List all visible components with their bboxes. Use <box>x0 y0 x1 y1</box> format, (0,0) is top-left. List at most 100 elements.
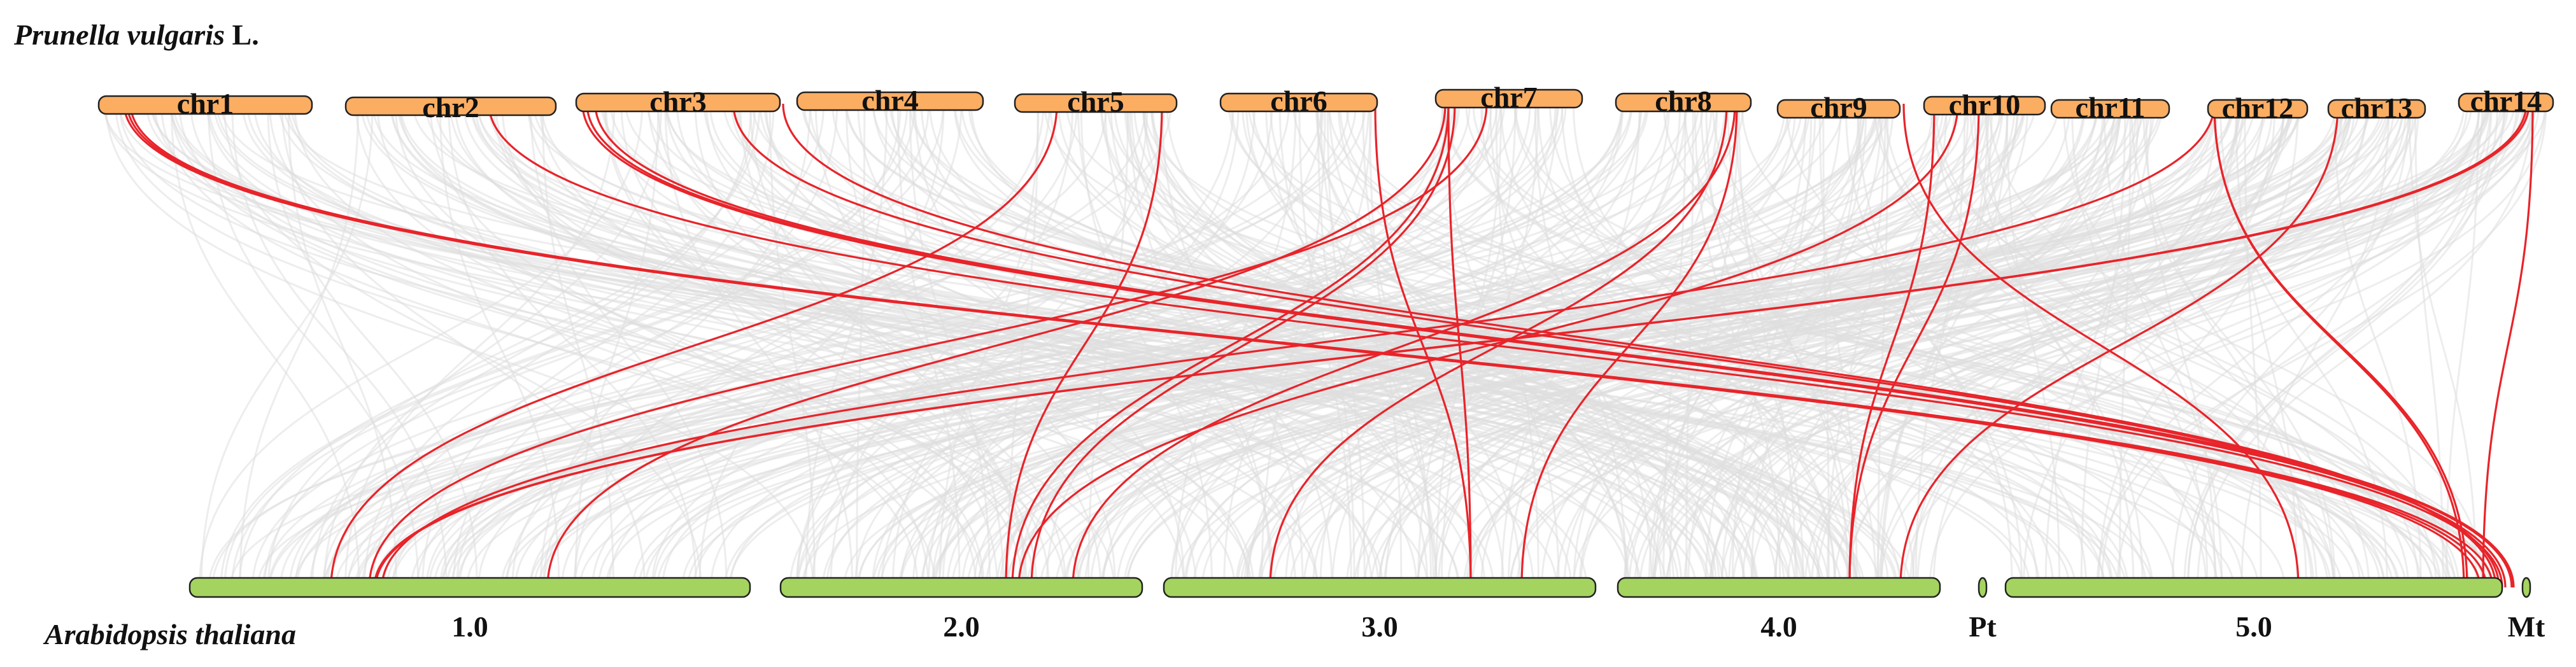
background-link <box>1578 103 2020 588</box>
background-link <box>500 103 2060 588</box>
background-links <box>103 103 2548 588</box>
background-link <box>323 103 663 588</box>
background-link <box>446 103 2004 588</box>
bottom-chromosome-label: 1.0 <box>451 610 488 643</box>
background-link <box>323 103 2344 588</box>
background-link <box>1466 103 2507 588</box>
bottom-chromosome-label: 3.0 <box>1361 610 1398 643</box>
background-link <box>2096 103 2547 588</box>
bottom-chromosome-bar <box>2004 577 2503 598</box>
highlighted-link <box>1017 103 1959 588</box>
background-link <box>372 103 902 588</box>
background-link <box>1580 103 2142 588</box>
top-chromosome-bar <box>2458 92 2554 113</box>
background-link <box>854 103 1484 588</box>
highlighted-link <box>368 103 1488 588</box>
background-link <box>796 103 1165 588</box>
highlighted-link <box>374 103 2530 588</box>
background-link <box>2445 103 2480 588</box>
background-link <box>429 103 930 588</box>
top-chromosome-bar <box>575 92 781 113</box>
background-link <box>1549 103 2039 588</box>
highlighted-link <box>1899 103 2339 588</box>
bottom-chromosome-bar <box>1617 577 1941 598</box>
bottom-chromosome-bar <box>188 577 751 598</box>
background-link <box>458 103 1564 588</box>
highlighted-link <box>1072 103 1736 588</box>
background-link <box>1123 103 2232 588</box>
background-link <box>664 103 854 588</box>
top-chromosomes: chr1 chr2 chr3 chr4 chr5 chr6 chr7 chr8 chr9 chr1… <box>97 81 2554 124</box>
bottom-chromosome-bar <box>1978 577 1988 598</box>
top-chromosome-bar <box>1219 92 1378 113</box>
background-link <box>1720 103 2368 588</box>
bottom-chromosomes: 1.0 2.0 3.0 4.0 Pt 5.0 Mt <box>188 577 2545 643</box>
top-chromosome-bar <box>2050 99 2170 119</box>
background-link <box>1846 103 2368 588</box>
background-link <box>211 103 1632 588</box>
highlighted-link <box>129 103 2494 588</box>
bottom-chromosome-label: 2.0 <box>943 610 980 643</box>
background-link <box>198 103 644 588</box>
background-link <box>1289 103 2509 588</box>
background-link <box>2244 103 2262 588</box>
background-link <box>1026 103 2524 588</box>
top-chromosome-label: chr7 <box>1480 81 1537 113</box>
background-link <box>376 103 1024 588</box>
bottom-chromosome-bar <box>2521 577 2531 598</box>
background-link <box>1773 103 2245 588</box>
background-link <box>1916 103 2239 588</box>
top-chromosome-label: chr8 <box>1655 85 1711 117</box>
background-link <box>656 103 2383 588</box>
background-link <box>638 103 2489 588</box>
background-link <box>801 103 2526 588</box>
background-link <box>322 103 1147 588</box>
highlighted-link <box>594 103 2515 588</box>
background-link <box>856 103 866 588</box>
highlighted-link <box>1374 103 1472 588</box>
background-link <box>269 103 2121 588</box>
background-link <box>1741 103 2137 588</box>
background-link <box>1881 103 1993 588</box>
top-chromosome-label: chr13 <box>2341 92 2412 124</box>
bottom-chromosome-label: Pt <box>1969 610 1997 643</box>
top-chromosome-bar <box>344 96 557 116</box>
highlighted-link <box>1269 103 1728 588</box>
background-link <box>288 103 1324 588</box>
top-chromosome-label: chr11 <box>2076 91 2146 123</box>
bottom-chromosome-label: 5.0 <box>2235 610 2272 643</box>
background-link <box>253 103 1459 588</box>
background-link <box>931 103 2412 588</box>
background-link <box>1666 103 2413 588</box>
background-link <box>529 103 2530 588</box>
bottom-chromosome-label: Mt <box>2508 610 2545 643</box>
background-link <box>269 103 919 588</box>
background-link <box>1785 103 2315 588</box>
background-link <box>344 103 616 588</box>
highlighted-link <box>1520 103 1738 588</box>
background-link <box>1039 103 2534 588</box>
top-chromosome-bar <box>2327 99 2426 119</box>
background-link <box>346 103 2516 588</box>
bottom-chromosome-bar <box>1163 577 1597 598</box>
background-link <box>295 103 1941 588</box>
highlighted-link <box>1011 103 1450 588</box>
highlighted-link <box>1902 103 2300 588</box>
highlighted-link <box>381 103 2216 588</box>
top-chromosome-label: chr6 <box>1270 85 1327 117</box>
top-chromosome-bar <box>1615 92 1752 113</box>
background-link <box>561 103 1624 588</box>
highlighted-link <box>1030 103 1456 588</box>
background-link <box>441 103 1882 588</box>
bottom-species-label: Arabidopsis thaliana <box>43 618 296 650</box>
background-link <box>768 103 816 588</box>
background-link <box>698 103 945 588</box>
background-link <box>2197 103 2533 588</box>
highlighted-link <box>1848 103 1936 588</box>
highlighted-link <box>782 103 2497 588</box>
top-chromosome-bar <box>97 95 313 115</box>
highlighted-link <box>488 103 2503 588</box>
background-link <box>1732 103 2518 588</box>
bottom-chromosome-bar <box>779 577 1143 598</box>
